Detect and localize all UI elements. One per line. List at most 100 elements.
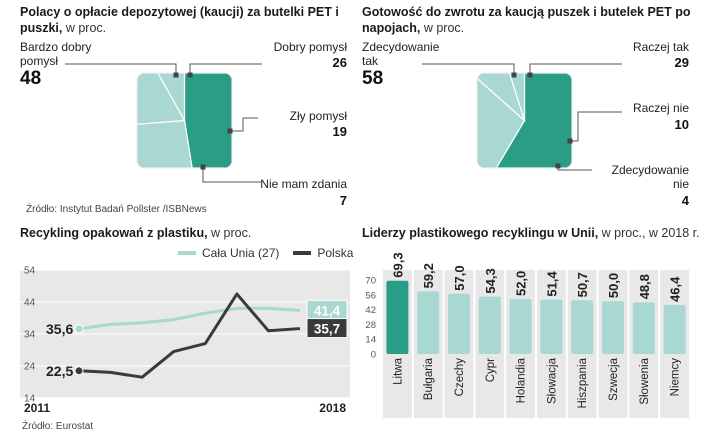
pie-connector-dot-3 bbox=[555, 163, 561, 169]
bar-0 bbox=[386, 280, 409, 354]
legend-item-eu: Cała Unia (27) bbox=[178, 246, 279, 260]
p1-value-3: 7 bbox=[339, 193, 347, 208]
bar-category-label-3: Cypr bbox=[485, 358, 497, 382]
pie-connector-0 bbox=[65, 63, 177, 75]
series-eu-line bbox=[78, 306, 301, 331]
bar-value-label-4: 52,0 bbox=[514, 271, 529, 296]
legend-swatch-pl bbox=[293, 251, 312, 255]
bar-2 bbox=[448, 293, 470, 354]
panel1-title-unit: w proc. bbox=[65, 21, 107, 35]
bar-value-label-0: 69,3 bbox=[390, 252, 405, 277]
panel1-pie-chart bbox=[65, 63, 262, 183]
panel4-title-bold: Liderzy plastikowego recyklingu w Unii, bbox=[362, 226, 599, 240]
pie-slice-1 bbox=[477, 76, 526, 168]
bar-1 bbox=[417, 291, 440, 354]
bar-category-label-0: Litwa bbox=[392, 357, 404, 384]
bar-value-label-5: 51,4 bbox=[544, 271, 559, 297]
series-pl-end-label: 35,7 bbox=[314, 322, 340, 337]
x-tick-label-end: 2018 bbox=[319, 401, 346, 415]
pie-connector-dot-2 bbox=[567, 138, 573, 144]
pie-connector-dot-1 bbox=[187, 72, 193, 78]
pie-connector-3 bbox=[202, 167, 262, 183]
bar-value-label-9: 46,4 bbox=[668, 276, 683, 302]
panel4-bar-chart: 0 14 28 42 56 70 69,3 Litwa 59,2 Bułgaria 57,0 Czec… bbox=[365, 252, 689, 418]
p1-label-0: Bardzo dobry pomysł bbox=[20, 40, 92, 68]
bar-category-label-5: Słowacja bbox=[546, 357, 558, 404]
panel3-legend: Cała Unia (27) Polska bbox=[178, 246, 353, 260]
legend-swatch-eu bbox=[178, 251, 196, 255]
y-tick-label: 34 bbox=[24, 330, 36, 341]
pie-connector-dot-2 bbox=[227, 128, 233, 134]
panel2-pie-chart bbox=[422, 63, 622, 171]
bar-value-label-1: 59,2 bbox=[421, 263, 436, 288]
series-pl-start-marker bbox=[74, 366, 84, 376]
panel3-line-chart: 14 24 34 44 54 2011 2018 35,6 22,5 41,4 35,7 bbox=[20, 266, 350, 415]
pie-connector-1 bbox=[529, 63, 622, 75]
bar-category-label-6: Hiszpania bbox=[577, 357, 589, 408]
legend-item-pl: Polska bbox=[293, 246, 353, 260]
bar-category-label-2: Czechy bbox=[454, 358, 466, 397]
pie-slice-0 bbox=[183, 73, 232, 168]
series-eu-start-marker bbox=[74, 324, 84, 334]
bar-y-tick-label: 42 bbox=[365, 305, 376, 316]
bar-value-label-8: 48,8 bbox=[637, 274, 652, 299]
bar-value-label-7: 50,0 bbox=[606, 273, 621, 298]
bar-3 bbox=[478, 296, 501, 354]
series-pl-line bbox=[78, 292, 301, 379]
series-eu-end-label: 41,4 bbox=[314, 303, 341, 318]
bar-y-tick-label: 0 bbox=[371, 350, 376, 361]
pie-connector-2 bbox=[230, 117, 258, 132]
series-eu-start-label: 35,6 bbox=[46, 321, 73, 337]
panel2-title: Gotowość do zwrotu za kaucją puszek i bu… bbox=[362, 4, 692, 36]
p1-value-1: 26 bbox=[332, 55, 347, 70]
y-tick-label: 14 bbox=[24, 394, 36, 405]
p1-label-2: Zły pomysł bbox=[289, 109, 347, 123]
pie-slice-3 bbox=[508, 73, 526, 121]
pie-connector-dot-0 bbox=[511, 72, 517, 78]
p2-value-1: 29 bbox=[674, 55, 689, 70]
p1-label-3: Nie mam zdania bbox=[260, 177, 347, 191]
pie-slice-2 bbox=[137, 73, 186, 125]
pie-connector-dot-3 bbox=[200, 164, 206, 170]
x-tick-label-start: 2011 bbox=[24, 401, 50, 415]
bar-category-label-7: Szwecja bbox=[608, 357, 620, 400]
bar-category-label-4: Holandia bbox=[516, 357, 528, 403]
panel1-source: Źródło: Instytut Badań Pollster /ISBNews bbox=[26, 204, 207, 215]
bar-y-tick-label: 70 bbox=[365, 276, 376, 287]
pie-connector-dot-0 bbox=[173, 72, 179, 78]
bar-4 bbox=[509, 299, 532, 354]
pie-connector-1 bbox=[189, 63, 262, 75]
p2-value-3: 4 bbox=[681, 193, 689, 208]
bar-category-label-1: Bułgaria bbox=[423, 357, 435, 400]
y-tick-label: 44 bbox=[24, 298, 36, 309]
p1-value-2: 19 bbox=[332, 124, 347, 139]
p2-label-2: Raczej nie bbox=[632, 101, 689, 115]
panel3-title-unit: w proc. bbox=[211, 226, 252, 240]
bar-value-label-6: 50,7 bbox=[575, 272, 590, 297]
pie-slice-3 bbox=[156, 73, 186, 123]
pie-connector-0 bbox=[422, 63, 515, 75]
p2-value-2: 10 bbox=[674, 117, 689, 132]
legend-label-eu: Cała Unia (27) bbox=[202, 246, 280, 260]
panel1-title-bold: Polacy o opłacie depozytowej (kaucji) za… bbox=[20, 5, 339, 35]
bar-category-label-8: Słowenia bbox=[639, 357, 651, 404]
bar-8 bbox=[632, 302, 655, 354]
p2-label-3: Zdecydowanie nie bbox=[611, 163, 689, 191]
bar-6 bbox=[571, 300, 594, 354]
bar-9 bbox=[663, 304, 686, 354]
p2-label-1: Raczej tak bbox=[632, 40, 689, 54]
p2-value-0: 58 bbox=[362, 68, 384, 89]
panel2-title-bold: Gotowość do zwrotu za kaucją puszek i bu… bbox=[362, 5, 691, 35]
bar-y-tick-label: 56 bbox=[365, 290, 376, 301]
series-pl-start-label: 22,5 bbox=[46, 363, 73, 379]
bar-y-tick-label: 28 bbox=[365, 320, 376, 331]
panel4-title: Liderzy plastikowego recyklingu w Unii, … bbox=[362, 225, 712, 241]
bar-5 bbox=[540, 299, 563, 354]
pie-slice-1 bbox=[137, 119, 193, 168]
legend-label-pl: Polska bbox=[317, 246, 354, 260]
panel3-source: Źródło: Eurostat bbox=[22, 421, 94, 432]
p1-label-1: Dobry pomysł bbox=[273, 40, 347, 54]
y-tick-label: 54 bbox=[24, 266, 36, 277]
panel2-title-unit: w proc. bbox=[423, 21, 465, 35]
bar-category-label-9: Niemcy bbox=[670, 358, 682, 397]
